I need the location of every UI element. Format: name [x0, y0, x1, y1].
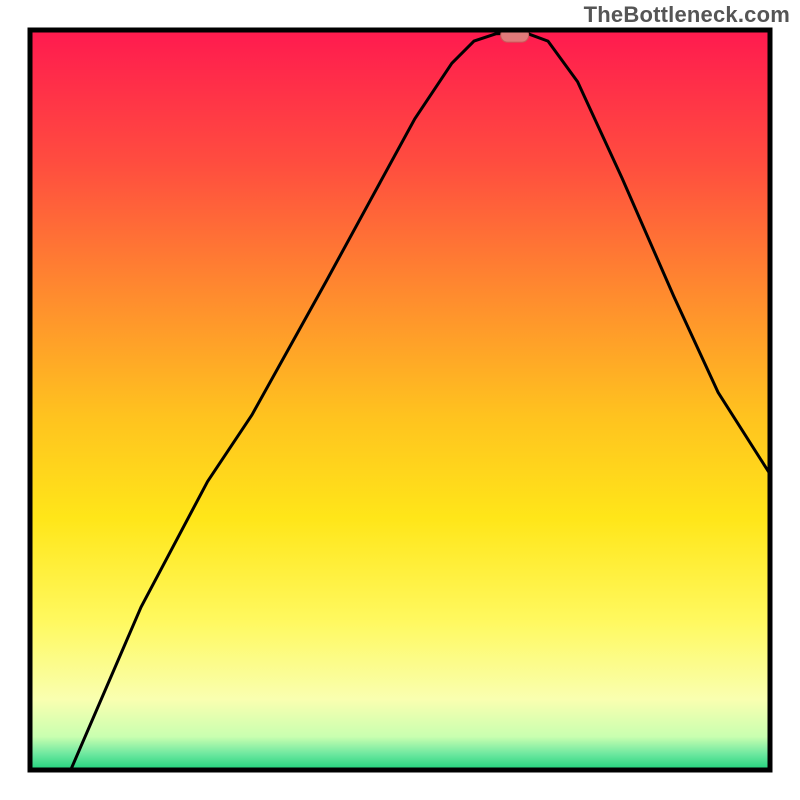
watermark-text: TheBottleneck.com — [584, 2, 790, 28]
bottleneck-chart — [0, 0, 800, 800]
